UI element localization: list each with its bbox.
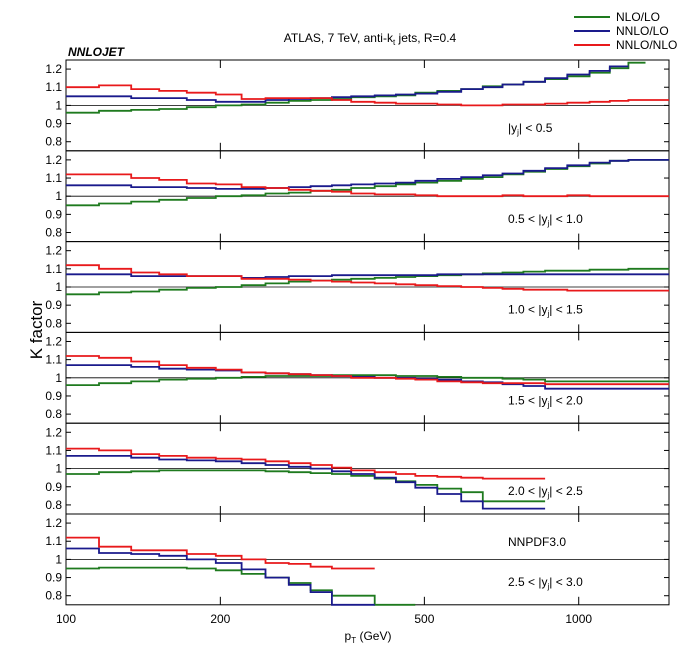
panel-label: 1.0 < |yj| < 1.5	[508, 303, 583, 319]
series-nlo-lo-line	[66, 566, 416, 606]
panel-5: 0.8 0.9 1 1.1 1.2 2.0 < |yj| < 2.5	[45, 422, 670, 515]
series-nnlo-nlo-line	[66, 173, 669, 198]
panel-3: 0.8 0.9 1 1.1 1.2 1.0 < |yj| < 1.5	[45, 241, 670, 333]
x-tick-label: 200	[210, 612, 230, 626]
y-tick-label: 1.2	[45, 334, 62, 348]
y-tick-label: 0.9	[45, 117, 62, 131]
panel-label-sub: j	[516, 128, 519, 137]
nnlojet-tag: NNLOJET	[68, 45, 126, 59]
y-tick-label: 1	[55, 371, 62, 385]
panel-label-post: | < 1.5	[549, 303, 583, 317]
panel-label-post: | < 3.0	[549, 575, 583, 589]
y-tick-label: 0.8	[45, 589, 62, 603]
y-tick-label: 1.1	[45, 80, 62, 94]
y-tick-label: 1	[55, 98, 62, 112]
y-tick-label: 0.9	[45, 480, 62, 494]
y-tick-label: 1	[55, 552, 62, 566]
series-nnlo-lo-line	[66, 547, 375, 606]
panel-label: 2.5 < |yj| < 3.0	[508, 575, 583, 591]
y-tick-label: 0.8	[45, 407, 62, 421]
panel-label-pre: 1.0 < |y	[508, 303, 547, 317]
y-tick-label: 1.1	[45, 171, 62, 185]
y-tick-label: 1.1	[45, 353, 62, 367]
series-nnlo-nlo-line	[66, 355, 669, 386]
panels: 0.80.911.11.2|yj| < 0.50.80.911.11.20.5 …	[45, 59, 670, 606]
panel-label-post: | < 0.5	[519, 121, 553, 135]
series-nnlo-lo-line	[66, 65, 629, 103]
legend-entry-1: NNLO/LO	[616, 24, 669, 38]
y-tick-label: 1.1	[45, 443, 62, 457]
panel-label-sub: j	[546, 582, 549, 591]
series-nnlo-lo-line	[66, 273, 669, 279]
y-tick-label: 0.8	[45, 316, 62, 330]
y-tick-label: 1.2	[45, 516, 62, 530]
series-nnlo-nlo-line	[66, 84, 669, 107]
panel-label-post: | < 2.5	[549, 484, 583, 498]
y-tick-label: 0.8	[45, 498, 62, 512]
series-nnlo-nlo-line	[66, 536, 375, 570]
panel-label: 0.5 < |yj| < 1.0	[508, 212, 583, 228]
y-tick-label: 1	[55, 462, 62, 476]
y-tick-label: 0.9	[45, 571, 62, 585]
y-tick-label: 0.8	[45, 135, 62, 149]
y-tick-label: 1.1	[45, 262, 62, 276]
legend-entry-2: NNLO/NLO	[616, 38, 677, 52]
panel-2: 0.8 0.9 1 1.1 1.2 0.5 < |yj| < 1.0	[45, 150, 670, 243]
series-nlo-lo-line	[66, 159, 669, 207]
y-tick-label: 1.1	[45, 534, 62, 548]
series-nlo-lo-line	[66, 267, 669, 296]
panel-label-pre: 2.5 < |y	[508, 575, 547, 589]
y-tick-label: 1.2	[45, 153, 62, 167]
y-tick-label: 1	[55, 189, 62, 203]
panel-label-sub: j	[546, 491, 549, 500]
x-tick-label: 1000	[565, 612, 592, 626]
series-nnlo-lo-line	[66, 159, 669, 190]
panel-label-pre: |y	[508, 121, 517, 135]
panel-label-post: | < 2.0	[549, 393, 583, 407]
panel-label-sub: j	[546, 310, 549, 319]
y-tick-label: 0.9	[45, 298, 62, 312]
y-tick-label: 0.9	[45, 389, 62, 403]
y-axis-label: K factor	[27, 300, 46, 359]
panel-label: 1.5 < |yj| < 2.0	[508, 393, 583, 409]
y-tick-label: 0.9	[45, 207, 62, 221]
panel-label-pre: 0.5 < |y	[508, 212, 547, 226]
panel-6: 0.8 0.9 1 1.1 1.2 2.5 < |yj| < 3.0 NNPDF3.0	[45, 513, 670, 606]
panel-label-sub: j	[546, 219, 549, 228]
legend-entry-0: NLO/LO	[616, 10, 660, 24]
panel-label: 2.0 < |yj| < 2.5	[508, 484, 583, 500]
panel-4: 0.8 0.9 1 1.1 1.2 1.5 < |yj| < 2.0	[45, 331, 670, 424]
x-tick-labels: 100 200 500 1000	[56, 612, 592, 626]
y-tick-label: 1.2	[45, 62, 62, 76]
panel-label-post: | < 1.0	[549, 212, 583, 226]
y-tick-label: 0.8	[45, 226, 62, 240]
series-nnlo-lo-line	[66, 455, 546, 510]
series-nnlo-nlo-line	[66, 264, 669, 292]
y-tick-label: 1.2	[45, 425, 62, 439]
series-nnlo-nlo-line	[66, 447, 546, 480]
panel-label-pre: 2.0 < |y	[508, 484, 547, 498]
y-tick-label: 1.2	[45, 244, 62, 258]
x-tick-label: 500	[414, 612, 434, 626]
series-nlo-lo-line	[66, 469, 546, 503]
y-tick-label: 1	[55, 280, 62, 294]
chart-title: ATLAS, 7 TeV, anti-kt jets, R=0.4	[284, 31, 457, 47]
panel-note: NNPDF3.0	[508, 535, 566, 549]
panel-label-sub: j	[546, 400, 549, 409]
panel-label-pre: 1.5 < |y	[508, 393, 547, 407]
x-tick-label: 100	[56, 612, 76, 626]
panel-label: |yj| < 0.5	[508, 121, 553, 137]
x-axis-label: pT (GeV)	[345, 629, 392, 645]
panel-1: 0.8 0.9 1 1.1 1.2 |yj| < 0.5	[45, 59, 670, 152]
